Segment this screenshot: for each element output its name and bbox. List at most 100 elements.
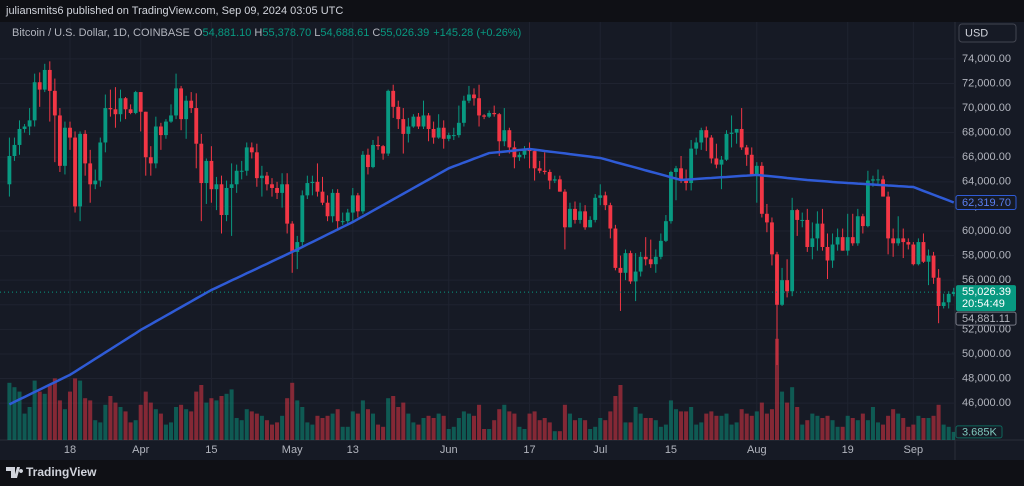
volume-bar (598, 418, 603, 440)
candle-body (456, 122, 461, 136)
candle-body (224, 187, 229, 216)
candle-body (265, 175, 269, 185)
volume-bar (386, 398, 391, 440)
volume-bar (133, 420, 138, 440)
candle-body (946, 293, 951, 303)
volume-bar (300, 407, 305, 440)
currency-button[interactable]: USD (958, 23, 1017, 43)
candle-body (537, 168, 542, 171)
currency-box[interactable] (958, 23, 1017, 43)
volume-bar (7, 382, 12, 440)
candle-body (335, 192, 340, 222)
candle-body (507, 130, 512, 148)
volume-bar (295, 400, 300, 440)
volume-bar (456, 418, 461, 440)
volume-bar (461, 411, 466, 440)
candle-body (275, 187, 279, 193)
volume-bar (689, 407, 694, 440)
candle-body (325, 202, 330, 217)
volume-bar (360, 400, 365, 440)
candle-body (754, 165, 759, 175)
candle-body (169, 115, 173, 122)
volume-bar (249, 411, 254, 440)
candle-body (684, 180, 689, 184)
candle-body (653, 256, 658, 265)
y-tick-label: 60,000.00 (962, 225, 1011, 237)
candle-body (113, 109, 118, 115)
candle-body (17, 128, 22, 145)
candle-body (381, 146, 386, 154)
prev-close-label: 54,881.11 (962, 313, 1010, 325)
symbol-title: Bitcoin / U.S. Dollar, 1D, COINBASE (12, 27, 190, 39)
volume-bar (143, 391, 148, 440)
candle-body (648, 259, 653, 265)
countdown: 20:54:49 (962, 298, 1005, 310)
candle-body (143, 111, 148, 158)
volume-bar (325, 415, 330, 440)
candle-body (891, 238, 896, 244)
candle-body (229, 184, 234, 188)
volume-bar (926, 418, 931, 440)
volume-bar (259, 415, 264, 440)
volume-bar (638, 413, 643, 440)
currency-label[interactable]: USD (965, 27, 988, 39)
volume-bar (648, 418, 653, 440)
y-tick-label: 48,000.00 (962, 372, 1011, 384)
volume-bar (946, 426, 951, 440)
candle-body (921, 242, 926, 262)
volume-bar (916, 415, 921, 440)
y-tick-label: 58,000.00 (962, 249, 1011, 261)
candle-body (436, 127, 441, 138)
volume-bar (381, 426, 386, 440)
volume-bar (785, 402, 790, 440)
y-tick-label: 66,000.00 (962, 151, 1011, 163)
volume-bar (239, 420, 244, 440)
candle-body (770, 222, 774, 255)
y-tick-label: 56,000.00 (962, 274, 1011, 286)
volume-bar (835, 426, 840, 440)
candle-body (42, 69, 47, 90)
candle-body (441, 127, 446, 139)
candle-body (103, 108, 108, 143)
candle-body (22, 126, 27, 129)
volume-bar (663, 424, 668, 440)
volume-bar (482, 429, 487, 440)
volume-bar (52, 378, 57, 440)
volume-bar (436, 413, 441, 440)
candle-body (330, 192, 335, 217)
volume-bar (340, 426, 345, 440)
candle-body (174, 88, 178, 116)
brand-name: TradingView (26, 465, 97, 479)
volume-bar (73, 378, 78, 440)
candle-body (128, 109, 133, 113)
x-tick-label: May (282, 444, 303, 456)
candle-body (613, 228, 618, 268)
volume-bar (370, 413, 376, 440)
candle-body (759, 165, 764, 214)
volume-bar (774, 338, 780, 440)
volume-bar (870, 407, 875, 440)
last-price-label: 55,026.39 (962, 286, 1011, 298)
candle-body (88, 163, 93, 185)
volume-bar (406, 413, 411, 440)
volume-bar (951, 431, 955, 440)
candle-body (391, 90, 396, 107)
volume-bar (264, 420, 269, 440)
volume-bar (840, 426, 845, 440)
candle-body (497, 114, 502, 142)
candle-body (669, 171, 673, 222)
candle-body (522, 149, 527, 155)
candle-body (431, 128, 436, 138)
volume-bar (148, 402, 153, 440)
volume-bar (825, 415, 830, 440)
candle-body (179, 88, 184, 120)
volume-bar (704, 413, 709, 440)
volume-bar (42, 393, 47, 440)
volume-bar (285, 398, 290, 440)
candle-body (916, 242, 921, 265)
x-tick-label: Sep (904, 444, 924, 456)
chart-panel (0, 22, 1024, 460)
candle-body (12, 144, 17, 157)
candle-body (578, 211, 582, 220)
volume-bar (567, 413, 572, 440)
